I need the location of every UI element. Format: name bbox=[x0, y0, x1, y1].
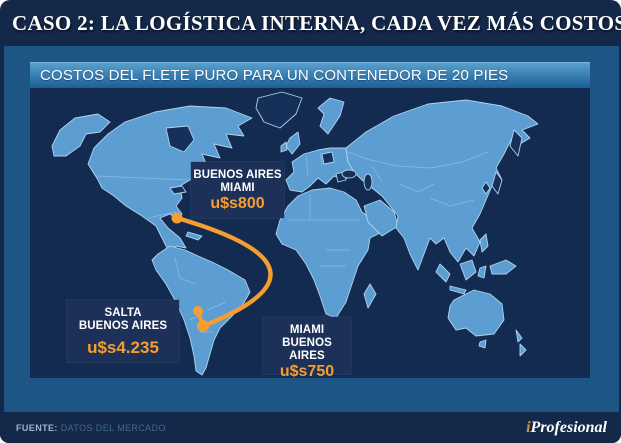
asia bbox=[345, 99, 539, 271]
madagascar bbox=[363, 283, 377, 309]
korea bbox=[481, 181, 491, 195]
marker-miami bbox=[171, 212, 183, 224]
caribbean-islands bbox=[185, 231, 203, 241]
panel-title: COSTOS DEL FLETE PURO PARA UN CONTENEDOR… bbox=[40, 67, 509, 84]
logo-i: i bbox=[526, 418, 531, 436]
footer-bar: FUENTE: DATOS DEL MERCADO iProfesional bbox=[0, 412, 621, 443]
sulawesi bbox=[477, 265, 487, 279]
route-city-from: BUENOS AIRES bbox=[193, 169, 282, 181]
route-city-to: MIAMI bbox=[220, 182, 255, 194]
route-city-to: BUENOS AIRES bbox=[282, 337, 332, 362]
sumatra bbox=[435, 263, 451, 283]
europe bbox=[285, 147, 357, 193]
route-label-buenos-aires-miami: BUENOS AIRES MIAMI u$s800 bbox=[191, 162, 284, 218]
marker-buenos-aires bbox=[197, 320, 209, 332]
marker-salta bbox=[193, 306, 203, 316]
header-bar: CASO 2: LA LOGÍSTICA INTERNA, CADA VEZ M… bbox=[0, 0, 621, 46]
source-note: FUENTE: DATOS DEL MERCADO bbox=[0, 423, 166, 433]
scandinavia bbox=[317, 97, 345, 135]
panel-titlebar: COSTOS DEL FLETE PURO PARA UN CONTENEDOR… bbox=[30, 62, 590, 88]
north-america bbox=[87, 105, 253, 251]
route-cities: BUENOS AIRES MIAMI bbox=[193, 169, 282, 195]
greenland bbox=[255, 91, 303, 129]
java bbox=[449, 285, 467, 295]
route-label-miami-buenos-aires: MIAMI BUENOS AIRES u$s750 bbox=[263, 317, 351, 380]
route-city-from: MIAMI bbox=[289, 324, 325, 336]
great-lakes bbox=[169, 185, 187, 195]
logo-rest: Profesional bbox=[530, 418, 607, 436]
route-cities: SALTA BUENOS AIRES bbox=[69, 307, 177, 333]
africa bbox=[275, 187, 383, 319]
black-sea bbox=[341, 169, 357, 179]
new-guinea bbox=[489, 259, 517, 275]
routes bbox=[171, 212, 273, 332]
route-city-to: BUENOS AIRES bbox=[78, 320, 168, 332]
page-title: CASO 2: LA LOGÍSTICA INTERNA, CADA VEZ M… bbox=[12, 10, 621, 35]
hudson-bay bbox=[165, 125, 195, 153]
australia bbox=[447, 289, 505, 337]
tasmania bbox=[478, 339, 487, 349]
alaska bbox=[51, 113, 111, 157]
source-text: DATOS DEL MERCADO bbox=[60, 422, 166, 433]
ireland bbox=[280, 141, 288, 153]
iprofesional-logo: iProfesional bbox=[526, 419, 621, 437]
japan bbox=[491, 171, 503, 195]
route-price: u$s750 bbox=[279, 363, 335, 380]
route-city-from: SALTA bbox=[104, 307, 142, 319]
route-label-salta-buenos-aires: SALTA BUENOS AIRES u$s4.235 bbox=[67, 300, 179, 362]
dark-landmasses bbox=[165, 91, 523, 195]
route-price: u$s4.235 bbox=[87, 338, 159, 357]
route-cities: MIAMI BUENOS AIRES bbox=[265, 324, 349, 363]
route-price: u$s800 bbox=[210, 195, 265, 212]
country-borders bbox=[95, 151, 489, 333]
borneo bbox=[459, 259, 477, 281]
europe-dark-country-1 bbox=[321, 151, 335, 165]
philippines bbox=[479, 233, 489, 253]
caspian-sea bbox=[363, 173, 373, 191]
new-zealand bbox=[515, 329, 527, 357]
kamchatka bbox=[509, 129, 523, 157]
route-curve-miami-buenos-aires bbox=[174, 215, 273, 329]
source-label: FUENTE: bbox=[16, 422, 58, 433]
